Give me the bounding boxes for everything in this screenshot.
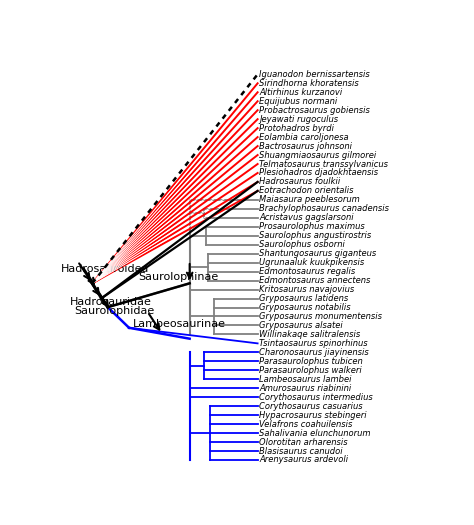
- Text: Prosaurolophus maximus: Prosaurolophus maximus: [259, 222, 365, 232]
- Text: Tsintaosaurus spinorhinus: Tsintaosaurus spinorhinus: [259, 339, 368, 348]
- Text: Corythosaurus intermedius: Corythosaurus intermedius: [259, 393, 373, 402]
- Text: Altirhinus kurzanovi: Altirhinus kurzanovi: [259, 88, 343, 97]
- Text: Gryposaurus monumentensis: Gryposaurus monumentensis: [259, 312, 383, 321]
- Text: Saurolophus osborni: Saurolophus osborni: [259, 240, 346, 249]
- Text: Olorotitan arharensis: Olorotitan arharensis: [259, 437, 348, 447]
- Text: Eotrachodon orientalis: Eotrachodon orientalis: [259, 186, 354, 195]
- Text: Maiasaura peeblesorum: Maiasaura peeblesorum: [259, 195, 360, 204]
- Text: Saurolophinae: Saurolophinae: [138, 272, 219, 282]
- Text: Sirindhorna khoratensis: Sirindhorna khoratensis: [259, 79, 359, 88]
- Text: Corythosaurus casuarius: Corythosaurus casuarius: [259, 402, 363, 411]
- Text: Parasaurolophus tubicen: Parasaurolophus tubicen: [259, 357, 363, 366]
- Text: Blasisaurus canudoi: Blasisaurus canudoi: [259, 446, 343, 456]
- Text: Kritosaurus navajovius: Kritosaurus navajovius: [259, 285, 355, 294]
- Text: Willinakaqe salitralensis: Willinakaqe salitralensis: [259, 330, 361, 339]
- Text: Amurosaurus riabinini: Amurosaurus riabinini: [259, 384, 352, 393]
- Text: Jeyawati rugoculus: Jeyawati rugoculus: [259, 114, 338, 124]
- Text: Lambeosaurus lambei: Lambeosaurus lambei: [259, 375, 352, 384]
- Text: Bactrosaurus johnsoni: Bactrosaurus johnsoni: [259, 142, 353, 151]
- Text: Hadrosaurus foulkii: Hadrosaurus foulkii: [259, 177, 341, 186]
- Text: Gryposaurus alsatei: Gryposaurus alsatei: [259, 321, 343, 330]
- Text: Lambeosaurinae: Lambeosaurinae: [133, 319, 226, 329]
- Text: Gryposaurus latidens: Gryposaurus latidens: [259, 294, 349, 303]
- Text: Velafrons coahuilensis: Velafrons coahuilensis: [259, 419, 353, 428]
- Text: Shuangmiaosaurus gilmorei: Shuangmiaosaurus gilmorei: [259, 151, 377, 160]
- Text: Saurolophus angustirostris: Saurolophus angustirostris: [259, 231, 372, 240]
- Text: Probactrosaurus gobiensis: Probactrosaurus gobiensis: [259, 106, 370, 114]
- Text: Plesiohadros djadokhtaensis: Plesiohadros djadokhtaensis: [259, 169, 379, 177]
- Text: Edmontosaurus regalis: Edmontosaurus regalis: [259, 267, 356, 276]
- Text: Sahalivania elunchunorum: Sahalivania elunchunorum: [259, 428, 371, 437]
- Text: Acristavus gagslarsoni: Acristavus gagslarsoni: [259, 213, 354, 222]
- Text: Shantungosaurus giganteus: Shantungosaurus giganteus: [259, 249, 377, 258]
- Text: Equijubus normani: Equijubus normani: [259, 97, 337, 106]
- Text: Iguanodon bernissartensis: Iguanodon bernissartensis: [259, 70, 370, 79]
- Text: Arenysaurus ardevoli: Arenysaurus ardevoli: [259, 456, 348, 465]
- Text: Hadrosauridae: Hadrosauridae: [70, 297, 152, 307]
- Text: Parasaurolophus walkeri: Parasaurolophus walkeri: [259, 366, 362, 375]
- Text: Saurolophidae: Saurolophidae: [75, 306, 155, 316]
- Text: Hadrosauroidea: Hadrosauroidea: [61, 264, 149, 274]
- Text: Charonosaurus jiayinensis: Charonosaurus jiayinensis: [259, 348, 369, 357]
- Text: Protohadros byrdi: Protohadros byrdi: [259, 123, 335, 133]
- Text: Eolambia caroljonesa: Eolambia caroljonesa: [259, 133, 349, 142]
- Text: Hypacrosaurus stebingeri: Hypacrosaurus stebingeri: [259, 411, 367, 419]
- Text: Brachylophosaurus canadensis: Brachylophosaurus canadensis: [259, 204, 390, 213]
- Text: Telmatosaurus transsylvanicus: Telmatosaurus transsylvanicus: [259, 160, 389, 169]
- Text: Gryposaurus notabilis: Gryposaurus notabilis: [259, 303, 351, 312]
- Text: Edmontosaurus annectens: Edmontosaurus annectens: [259, 276, 371, 285]
- Text: Ugrunaaluk kuukpikensis: Ugrunaaluk kuukpikensis: [259, 258, 365, 267]
